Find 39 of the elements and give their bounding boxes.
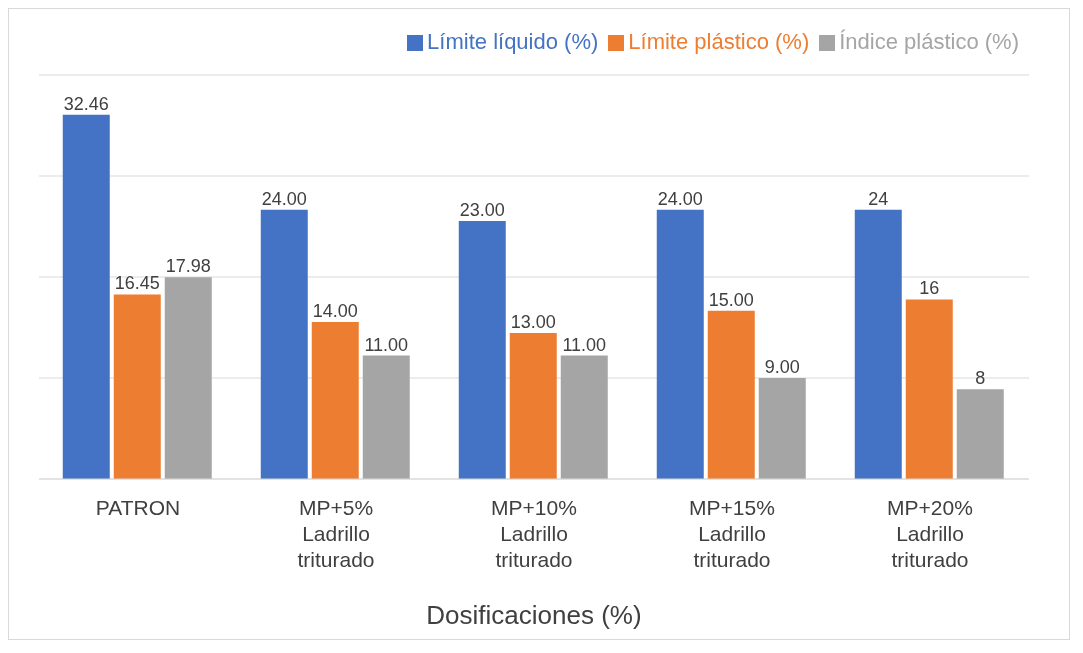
bar [113, 294, 161, 479]
data-label: 14.00 [312, 300, 358, 321]
data-label: 24.00 [657, 188, 703, 209]
bar [560, 355, 608, 479]
data-label: 8 [975, 368, 986, 389]
data-label: 16 [919, 278, 940, 299]
bar [854, 209, 902, 479]
x-tick-label: MP+10% Ladrillo triturado [491, 496, 577, 571]
data-label: 32.46 [63, 93, 109, 114]
data-label: 11.00 [364, 334, 409, 355]
bar [164, 277, 212, 479]
data-label: 13.00 [510, 312, 556, 333]
x-tick-label: MP+15% Ladrillo triturado [689, 496, 775, 571]
bar [956, 389, 1004, 479]
data-label: 15.00 [708, 289, 754, 310]
data-label: 24.00 [261, 188, 307, 209]
bar [905, 299, 953, 479]
data-label: 17.98 [165, 256, 211, 277]
legend-label: Índice plástico (%) [839, 29, 1019, 54]
bar [260, 209, 308, 479]
data-label: 23.00 [459, 199, 505, 220]
x-tick-label: PATRON [95, 496, 181, 519]
bar [509, 333, 557, 479]
x-tick-label: MP+20% Ladrillo triturado [887, 496, 973, 571]
bar [458, 220, 506, 479]
bar [362, 355, 410, 479]
data-label: 24 [868, 188, 889, 209]
bar [656, 209, 704, 479]
x-axis-title: Dosificaciones (%) [426, 600, 642, 630]
legend-label: Límite líquido (%) [427, 29, 599, 54]
data-label: 16.45 [114, 273, 160, 294]
x-tick-label: MP+5% Ladrillo triturado [297, 496, 375, 571]
legend-label: Límite plástico (%) [628, 29, 810, 54]
data-label: 11.00 [562, 334, 607, 355]
bar [707, 310, 755, 479]
data-label: 9.00 [764, 357, 800, 377]
bar [62, 114, 110, 479]
bar [758, 378, 806, 479]
bar [311, 321, 359, 479]
